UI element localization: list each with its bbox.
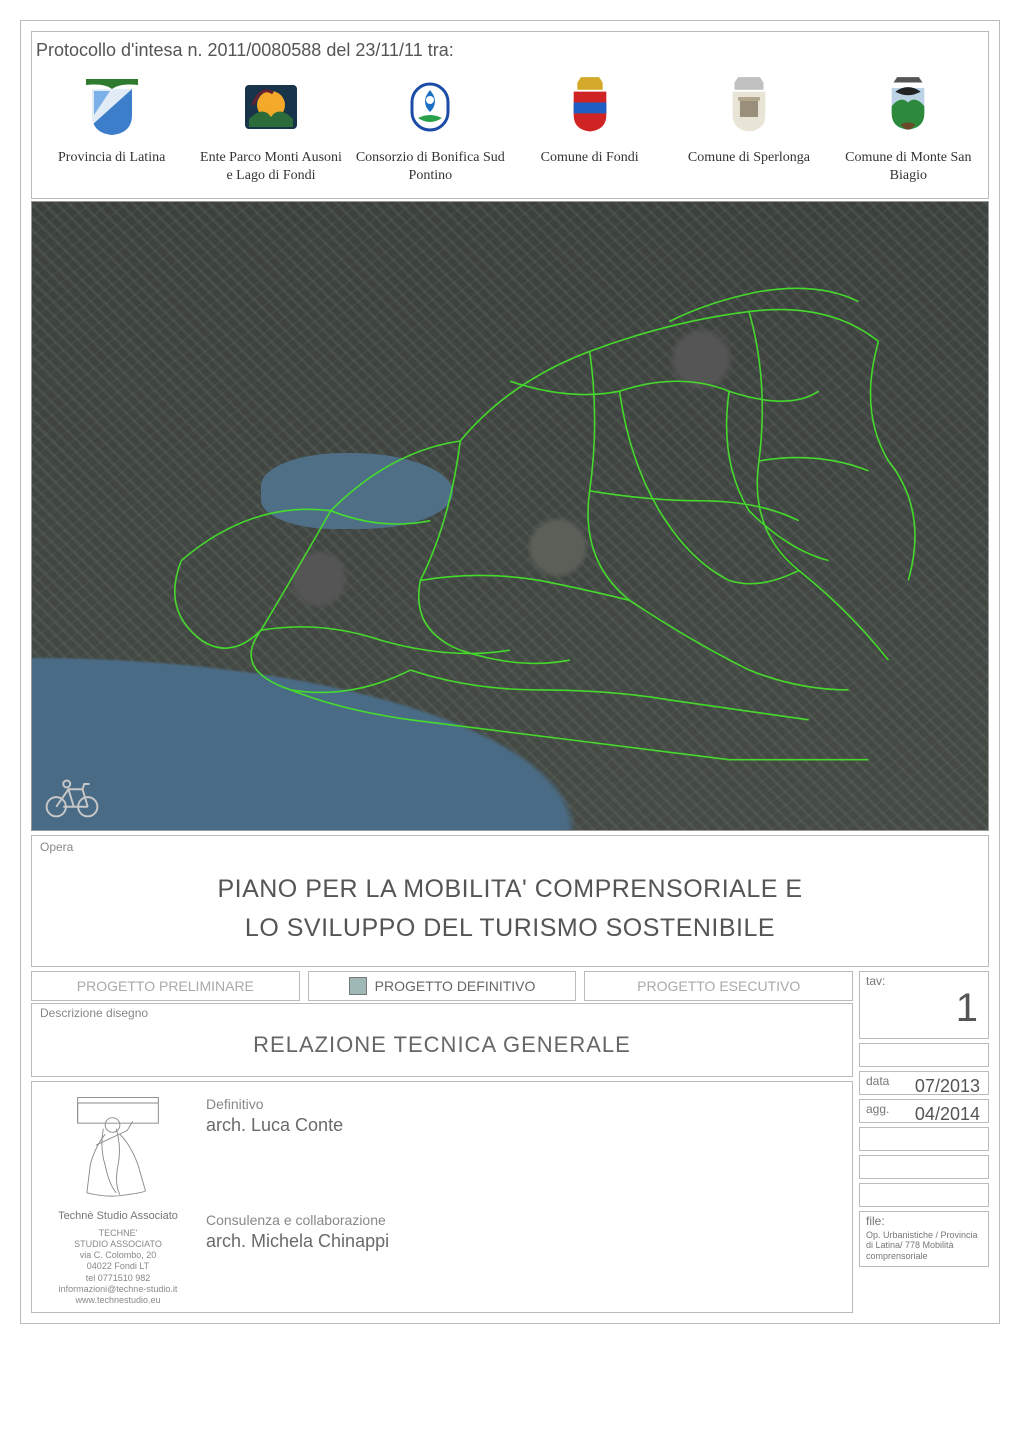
studio-drawing-icon <box>72 1092 164 1202</box>
studio-address: TECHNE' STUDIO ASSOCIATO via C. Colombo,… <box>59 1228 178 1307</box>
opera-title-line1: PIANO PER LA MOBILITA' COMPRENSORIALE E <box>40 870 980 909</box>
credits-box: Technè Studio Associato TECHNE' STUDIO A… <box>31 1081 853 1314</box>
tav-number: 1 <box>956 986 978 1031</box>
partner-logos-row: Provincia di Latina Ente Parco Monti Aus… <box>36 75 984 184</box>
partner-latina: Provincia di Latina <box>36 75 187 167</box>
description-box: Descrizione disegno RELAZIONE TECNICA GE… <box>31 1003 853 1077</box>
bicycle-icon <box>44 776 100 820</box>
phase-row: PROGETTO PRELIMINARE PROGETTO DEFINITIVO… <box>31 971 853 1001</box>
opera-box: Opera PIANO PER LA MOBILITA' COMPRENSORI… <box>31 835 989 967</box>
phase-preliminare: PROGETTO PRELIMINARE <box>31 971 300 1001</box>
partner-parco: Ente Parco Monti Ausoni e Lago di Fondi <box>195 75 346 184</box>
empty-box <box>859 1155 989 1179</box>
lower-grid: PROGETTO PRELIMINARE PROGETTO DEFINITIVO… <box>31 971 989 1314</box>
partner-label: Comune di Monte San Biagio <box>833 149 984 184</box>
agg-box: agg. 04/2014 <box>859 1099 989 1123</box>
empty-box <box>859 1183 989 1207</box>
tav-box: tav: 1 <box>859 971 989 1039</box>
right-column: tav: 1 data 07/2013 agg. 04/2014 file: O… <box>859 971 989 1314</box>
partner-label: Consorzio di Bonifica Sud Pontino <box>355 149 506 184</box>
phase-label: PROGETTO DEFINITIVO <box>375 978 536 994</box>
data-value: 07/2013 <box>915 1076 980 1097</box>
checkmark-icon <box>349 977 367 995</box>
partner-label: Comune di Sperlonga <box>688 149 810 167</box>
crest-icon <box>876 75 940 139</box>
opera-label: Opera <box>40 840 980 854</box>
partner-label: Provincia di Latina <box>58 149 165 167</box>
crest-icon <box>80 75 144 139</box>
opera-title-line2: LO SVILUPPO DEL TURISMO SOSTENIBILE <box>40 909 980 948</box>
crest-icon <box>239 75 303 139</box>
empty-box <box>859 1043 989 1067</box>
consultant-name: arch. Michela Chinappi <box>206 1231 846 1252</box>
protocol-title: Protocollo d'intesa n. 2011/0080588 del … <box>36 40 984 61</box>
description-label: Descrizione disegno <box>40 1006 844 1020</box>
phase-definitivo: PROGETTO DEFINITIVO <box>308 971 577 1001</box>
data-box: data 07/2013 <box>859 1071 989 1095</box>
tav-label: tav: <box>866 974 885 988</box>
studio-column: Technè Studio Associato TECHNE' STUDIO A… <box>38 1088 198 1307</box>
opera-title: PIANO PER LA MOBILITA' COMPRENSORIALE E … <box>40 854 980 948</box>
phase-label: PROGETTO PRELIMINARE <box>77 978 254 994</box>
phase-text: Definitivo <box>206 1096 846 1112</box>
partner-consorzio: Consorzio di Bonifica Sud Pontino <box>355 75 506 184</box>
crest-icon <box>717 75 781 139</box>
phase-esecutivo: PROGETTO ESECUTIVO <box>584 971 853 1001</box>
description-title: RELAZIONE TECNICA GENERALE <box>40 1020 844 1068</box>
file-label: file: <box>866 1214 885 1228</box>
partner-label: Ente Parco Monti Ausoni e Lago di Fondi <box>195 149 346 184</box>
studio-caption: Technè Studio Associato <box>58 1210 178 1222</box>
aerial-map <box>31 201 989 831</box>
route-network <box>32 202 988 829</box>
file-value: Op. Urbanistiche / Provincia di Latina/ … <box>866 1228 982 1264</box>
credits-text: Definitivo arch. Luca Conte Consulenza e… <box>206 1088 846 1307</box>
partner-msb: Comune di Monte San Biagio <box>833 75 984 184</box>
crest-icon <box>398 75 462 139</box>
file-box: file: Op. Urbanistiche / Provincia di La… <box>859 1211 989 1267</box>
partner-fondi: Comune di Fondi <box>514 75 665 167</box>
data-label: data <box>866 1074 889 1088</box>
author-name: arch. Luca Conte <box>206 1115 846 1136</box>
partner-label: Comune di Fondi <box>541 149 639 167</box>
protocol-header: Protocollo d'intesa n. 2011/0080588 del … <box>31 31 989 199</box>
empty-box <box>859 1127 989 1151</box>
phase-label: PROGETTO ESECUTIVO <box>637 978 800 994</box>
agg-label: agg. <box>866 1102 889 1116</box>
left-column: PROGETTO PRELIMINARE PROGETTO DEFINITIVO… <box>31 971 853 1314</box>
studio-lines: STUDIO ASSOCIATO via C. Colombo, 20 0402… <box>59 1239 178 1307</box>
consultant-label: Consulenza e collaborazione <box>206 1212 846 1228</box>
title-sheet: Protocollo d'intesa n. 2011/0080588 del … <box>20 20 1000 1324</box>
agg-value: 04/2014 <box>915 1104 980 1125</box>
studio-header: TECHNE' <box>59 1228 178 1239</box>
partner-sperlonga: Comune di Sperlonga <box>673 75 824 167</box>
crest-icon <box>558 75 622 139</box>
